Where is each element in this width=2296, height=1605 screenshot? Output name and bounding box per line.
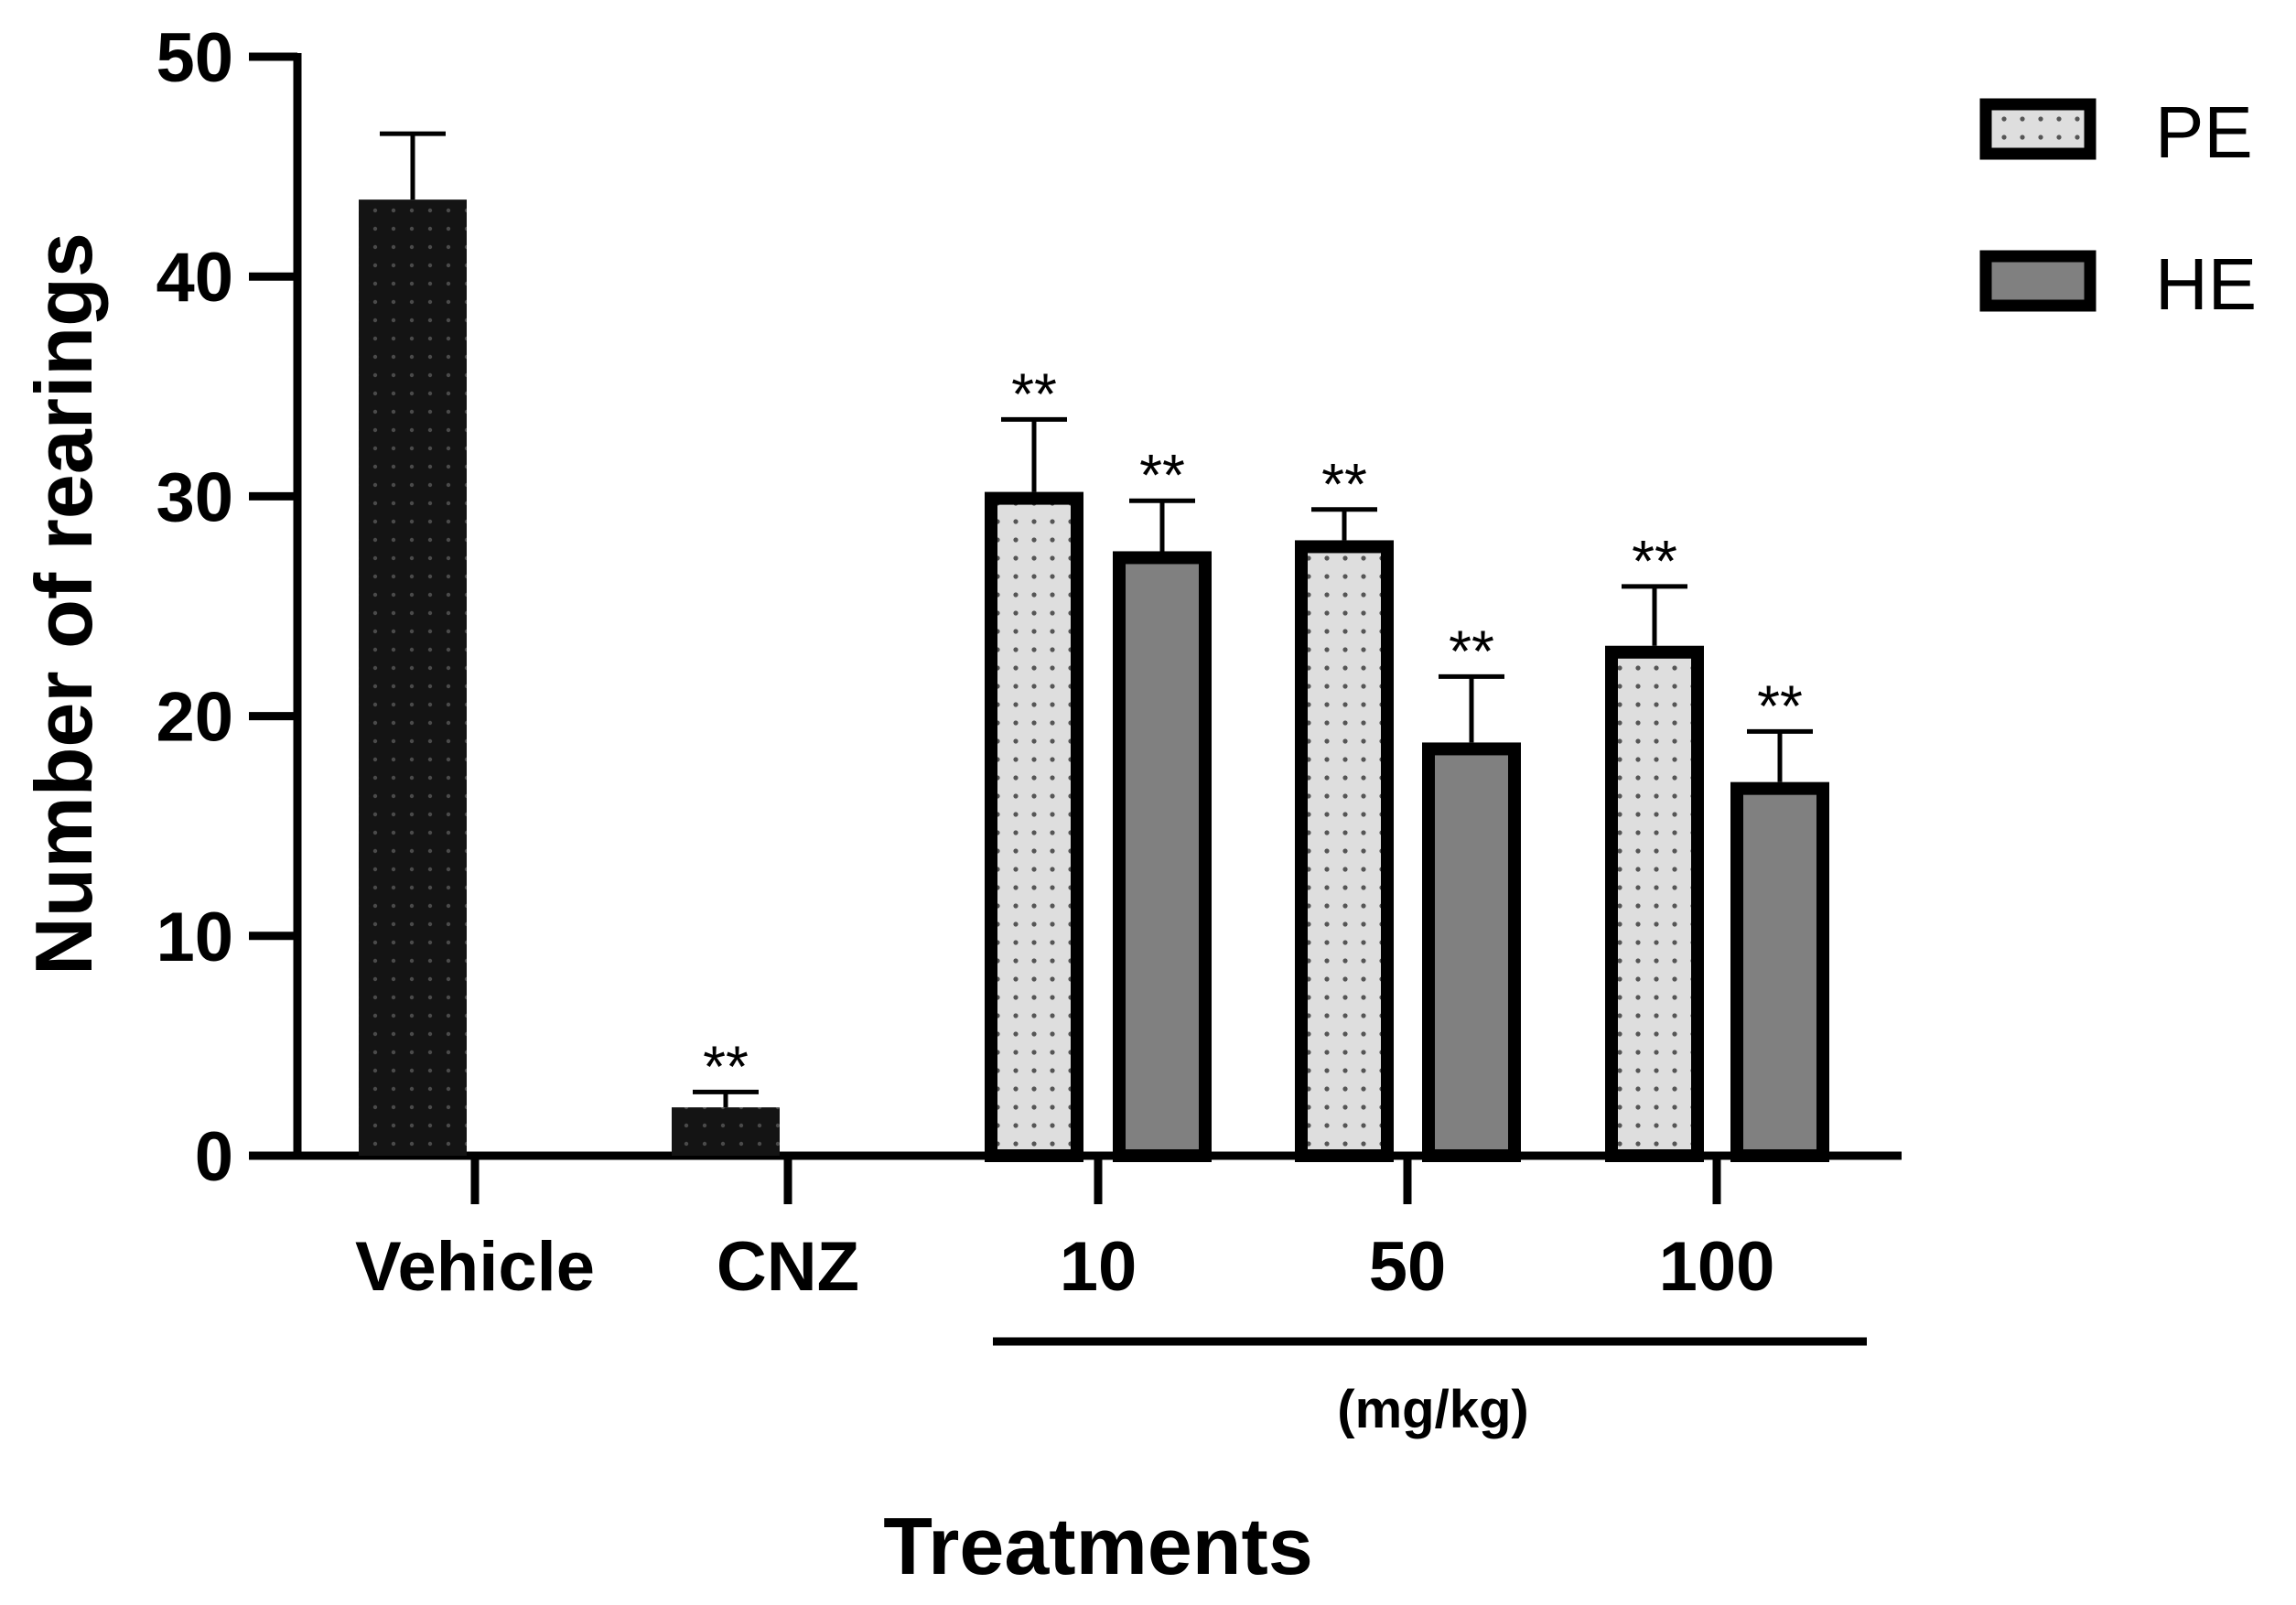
dose-unit-label: (mg/kg) [1337, 1380, 1528, 1439]
x-tick-label-50: 50 [1369, 1228, 1447, 1306]
y-tick-label-20: 20 [156, 679, 233, 757]
y-tick-group: 0 10 20 30 40 50 [156, 19, 297, 1196]
bar-HE-10 [1113, 551, 1212, 1162]
y-tick-label-50: 50 [156, 19, 233, 97]
x-tick-label-10: 10 [1060, 1228, 1137, 1306]
sig-label-PE-50: ** [1321, 451, 1367, 517]
legend-label-he: HE [2155, 243, 2257, 325]
y-tick-label-0: 0 [195, 1118, 233, 1196]
y-tick-label-30: 30 [156, 458, 233, 536]
x-tick-group: Vehicle CNZ 10 50 100 [355, 1156, 1774, 1306]
sig-label-PE-100: ** [1632, 528, 1677, 594]
x-tick-label-CNZ: CNZ [717, 1228, 859, 1306]
sig-label-CNZ: ** [703, 1033, 749, 1099]
x-tick-label-Vehicle: Vehicle [355, 1228, 595, 1306]
legend-swatch-he [1979, 250, 2097, 312]
bar-group [359, 199, 1829, 1162]
significance-group: ** ** ** ** ** ** ** [703, 361, 1803, 1099]
y-axis-title: Number of rearings [18, 232, 109, 975]
x-axis-title: Treatments [883, 1501, 1313, 1591]
sig-label-HE-100: ** [1757, 673, 1803, 738]
bar-PE-100 [1605, 645, 1704, 1162]
sig-label-HE-50: ** [1449, 618, 1494, 684]
legend-swatch-pe [1979, 98, 2097, 160]
bar-PE-50 [1295, 540, 1394, 1162]
bar-CNZ [672, 1107, 780, 1156]
legend: PE HE [1979, 92, 2257, 325]
y-tick-label-40: 40 [156, 239, 233, 317]
bar-HE-50 [1422, 742, 1521, 1162]
legend-label-pe: PE [2155, 92, 2253, 173]
sig-label-PE-10: ** [1011, 361, 1057, 426]
sig-label-HE-10: ** [1139, 442, 1185, 508]
bar-Vehicle [359, 199, 467, 1156]
error-bar-group [380, 131, 1813, 1108]
bar-HE-100 [1730, 781, 1829, 1162]
y-tick-label-10: 10 [156, 899, 233, 976]
x-tick-label-100: 100 [1659, 1228, 1775, 1306]
bar-PE-10 [985, 491, 1083, 1162]
